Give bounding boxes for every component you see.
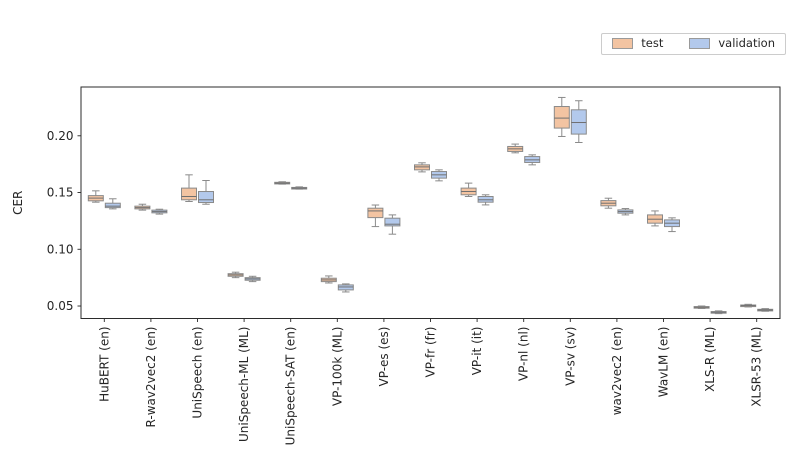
y-tick-label: 0.20 — [47, 129, 74, 143]
box-test-VP-it (it) — [460, 182, 477, 198]
box-validation-UniSpeech (en) — [198, 180, 214, 205]
x-tick-label: VP-es (es) — [377, 327, 391, 387]
x-tick-label: VP-sv (sv) — [563, 327, 577, 386]
box-test-UniSpeech (en) — [181, 174, 197, 203]
box-validation-VP-fr (fr) — [431, 169, 447, 182]
box-test-WavLM (en) — [647, 210, 663, 227]
box-validation-VP-100k (ML) — [337, 283, 354, 293]
legend: test validation — [601, 33, 786, 55]
box-validation-VP-nl (nl) — [524, 154, 541, 166]
box-validation-VP-sv (sv) — [570, 100, 587, 143]
box-test-VP-es (es) — [367, 204, 384, 228]
box-validation-R-wav2vec2 (en) — [151, 208, 168, 215]
box-test-R-wav2vec2 (en) — [134, 203, 151, 211]
test-swatch-icon — [612, 38, 634, 50]
x-tick-label: VP-fr (fr) — [424, 327, 438, 378]
x-tick-label: VP-it (it) — [470, 326, 484, 375]
legend-label-test: test — [641, 36, 664, 50]
x-tick-label: UniSpeech-SAT (en) — [284, 327, 298, 446]
box-validation-VP-it (it) — [477, 194, 494, 206]
plot-border — [80, 86, 781, 319]
box-validation-HuBERT (en) — [104, 198, 121, 210]
x-tick-label: VP-100k (ML) — [330, 327, 344, 407]
x-tick-label: R-wav2vec2 (en) — [144, 327, 158, 428]
box-test-UniSpeech-ML (ML) — [227, 271, 244, 279]
legend-item-test: test — [612, 36, 664, 50]
box-validation-UniSpeech-ML (ML) — [244, 275, 261, 283]
box-test-HuBERT (en) — [87, 190, 104, 203]
x-tick-label: HuBERT (en) — [97, 327, 111, 402]
validation-swatch-icon — [689, 38, 711, 50]
legend-label-validation: validation — [718, 36, 775, 50]
box-validation-XLSR-53 (ML) — [757, 308, 774, 312]
box-validation-wav2vec2 (en) — [617, 208, 634, 216]
legend-item-validation: validation — [689, 36, 775, 50]
box-validation-XLS-R (ML) — [710, 310, 727, 315]
x-tick-label: XLS-R (ML) — [703, 327, 717, 392]
box-test-wav2vec2 (en) — [600, 197, 617, 209]
box-test-XLS-R (ML) — [693, 305, 710, 310]
y-axis-label: CER — [11, 191, 25, 215]
box-validation-VP-es (es) — [384, 214, 401, 235]
y-tick-label: 0.15 — [47, 186, 74, 200]
x-tick-label: UniSpeech (en) — [191, 327, 205, 419]
box-validation-UniSpeech-SAT (en) — [291, 186, 308, 190]
box-test-VP-nl (nl) — [507, 143, 524, 154]
x-tick-label: VP-nl (nl) — [517, 327, 531, 382]
x-tick-label: WavLM (en) — [657, 327, 671, 398]
box-test-XLSR-53 (ML) — [740, 303, 757, 308]
box-test-UniSpeech-SAT (en) — [274, 181, 291, 185]
y-tick-label: 0.05 — [47, 299, 74, 313]
box-test-VP-100k (ML) — [320, 275, 337, 284]
box-test-VP-sv (sv) — [553, 96, 570, 137]
box-validation-WavLM (en) — [664, 217, 680, 233]
y-tick-label: 0.10 — [47, 242, 74, 256]
box-test-VP-fr (fr) — [414, 162, 430, 173]
x-tick-label: UniSpeech-ML (ML) — [237, 327, 251, 443]
x-tick-label: wav2vec2 (en) — [610, 327, 624, 416]
x-tick-label: XLSR-53 (ML) — [750, 327, 764, 407]
